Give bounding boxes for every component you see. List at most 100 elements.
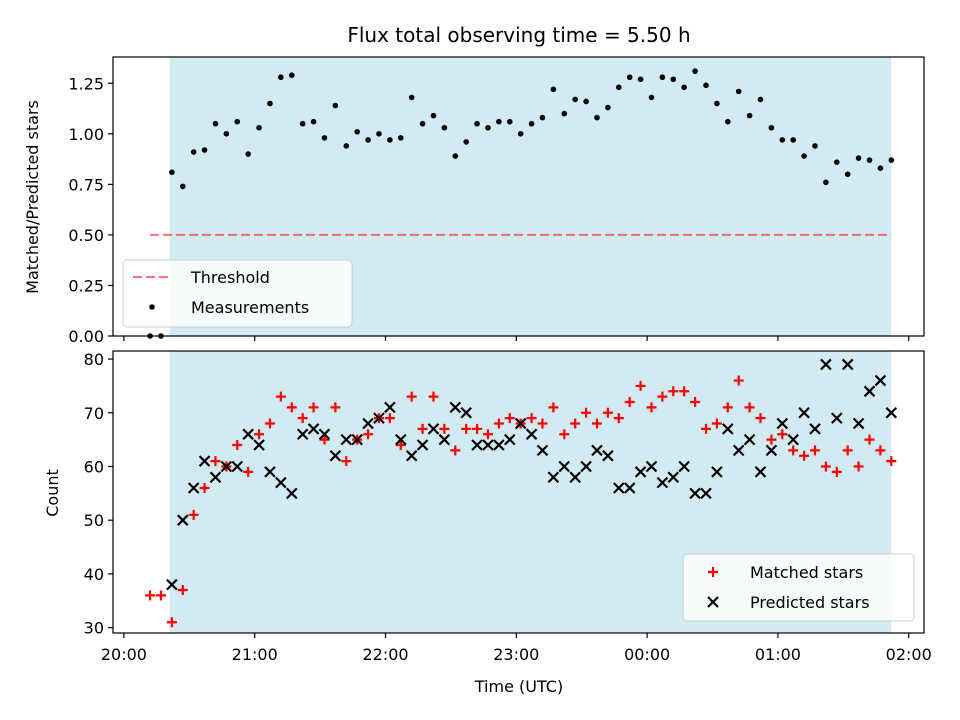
bottom-x-point bbox=[504, 433, 516, 446]
bottom-x-point bbox=[460, 406, 472, 419]
bottom-plus-point bbox=[864, 434, 875, 445]
top-dot-point bbox=[267, 100, 273, 107]
top-dot-point bbox=[637, 76, 644, 83]
top-dot-point bbox=[452, 153, 459, 159]
bottom-x-point bbox=[820, 358, 832, 371]
bottom-x-point bbox=[732, 444, 745, 457]
bottom-x-point bbox=[863, 385, 876, 398]
bottom-x-point bbox=[580, 460, 592, 473]
top-dot-point bbox=[179, 183, 186, 190]
bottom-ytick-label: 70 bbox=[84, 404, 104, 423]
top-ytick-label: 1.25 bbox=[68, 74, 104, 93]
bottom-chart: 30 40 50 60 70 80 20:00 21:00 22:00 23:00 00:00 01:… bbox=[84, 350, 932, 664]
bottom-x-point bbox=[700, 487, 712, 500]
top-dot-point bbox=[485, 124, 491, 131]
bottom-plus-point bbox=[243, 466, 254, 477]
bottom-plus-point bbox=[166, 617, 177, 628]
bottom-plus-point bbox=[635, 380, 646, 391]
top-dot-point bbox=[594, 114, 600, 121]
bottom-legend bbox=[682, 553, 915, 622]
bottom-plus-point bbox=[472, 423, 483, 434]
bottom-plus-point bbox=[711, 418, 722, 429]
bottom-plus-point bbox=[581, 407, 592, 418]
top-dot-point bbox=[648, 94, 655, 101]
top-dot-point bbox=[169, 169, 175, 176]
bottom-xtick-label: 21:00 bbox=[232, 645, 278, 664]
bottom-x-point bbox=[384, 401, 396, 414]
bottom-x-point bbox=[547, 471, 560, 484]
bottom-x-point bbox=[220, 460, 233, 473]
bottom-plus-point bbox=[690, 397, 701, 408]
top-ytick-label: 0.75 bbox=[68, 175, 104, 194]
bottom-x-point bbox=[438, 433, 451, 446]
top-dot-point bbox=[572, 96, 578, 103]
bottom-x-point bbox=[645, 460, 658, 473]
top-dot-point bbox=[201, 147, 208, 153]
bottom-plus-point bbox=[493, 418, 504, 429]
top-dot-point bbox=[888, 157, 895, 163]
legend-matched-swatch bbox=[708, 567, 718, 577]
bottom-plus-point bbox=[155, 590, 166, 601]
top-dot-point bbox=[746, 112, 753, 119]
top-dot-point bbox=[354, 129, 360, 135]
bottom-x-point bbox=[634, 466, 647, 478]
top-dot-point bbox=[332, 102, 339, 109]
bottom-plus-point bbox=[308, 402, 319, 413]
bottom-plus-point bbox=[559, 429, 570, 440]
bottom-plus-point bbox=[439, 423, 450, 434]
bottom-x-point bbox=[253, 439, 265, 451]
top-dot-point bbox=[550, 86, 557, 93]
bottom-xtick-label: 00:00 bbox=[624, 645, 670, 664]
top-dot-point bbox=[528, 120, 535, 127]
bottom-x-point bbox=[198, 455, 211, 467]
bottom-ytick-label: 40 bbox=[84, 565, 104, 584]
bottom-chart-xlabel: Time (UTC) bbox=[474, 677, 563, 696]
bottom-plus-point bbox=[254, 429, 265, 440]
bottom-x-point bbox=[449, 401, 462, 414]
bottom-x-point bbox=[318, 428, 331, 441]
bottom-x-point bbox=[482, 439, 494, 451]
top-dot-point bbox=[190, 149, 197, 155]
bottom-plus-point bbox=[417, 423, 428, 434]
bottom-x-point bbox=[373, 412, 385, 424]
bottom-x-point bbox=[558, 460, 571, 473]
bottom-x-point bbox=[798, 406, 810, 419]
bottom-plus-point bbox=[145, 590, 156, 601]
bottom-plus-point bbox=[384, 413, 395, 424]
top-dot-point bbox=[430, 112, 437, 119]
bottom-xtick-label: 22:00 bbox=[362, 645, 408, 664]
bottom-x-point bbox=[831, 412, 843, 424]
bottom-plus-point bbox=[482, 429, 493, 440]
bottom-x-point bbox=[394, 433, 407, 446]
top-dot-point bbox=[419, 120, 426, 127]
top-dot-point bbox=[376, 131, 382, 137]
bottom-axes-frame bbox=[112, 350, 925, 634]
bottom-x-point bbox=[787, 433, 799, 446]
top-dot-point bbox=[801, 153, 807, 159]
bottom-plus-point bbox=[591, 418, 602, 429]
top-ytick-label: 0.25 bbox=[68, 276, 104, 295]
bottom-plus-point bbox=[264, 418, 275, 429]
bottom-plus-point bbox=[777, 429, 788, 440]
top-dot-point bbox=[790, 137, 796, 143]
bottom-plus-point bbox=[853, 461, 864, 472]
bottom-plus-point bbox=[809, 445, 820, 456]
bottom-x-point bbox=[275, 476, 287, 489]
top-dot-point bbox=[299, 120, 306, 127]
bottom-plus-point bbox=[341, 456, 352, 467]
top-dot-point bbox=[605, 104, 611, 111]
top-dot-point bbox=[463, 139, 469, 145]
bottom-x-point bbox=[307, 423, 320, 435]
top-ytick-label: 1.00 bbox=[68, 125, 104, 144]
bottom-x-point bbox=[405, 449, 418, 462]
bottom-plus-point bbox=[406, 391, 417, 402]
top-dot-point bbox=[539, 114, 546, 121]
bottom-x-point bbox=[340, 433, 353, 446]
bottom-x-point bbox=[667, 471, 680, 484]
bottom-plus-point bbox=[188, 509, 199, 520]
top-dot-point bbox=[496, 118, 502, 125]
bottom-ytick-label: 60 bbox=[84, 457, 104, 476]
top-chart-ylabel: Matched/Predicted stars bbox=[23, 100, 42, 294]
bottom-x-point bbox=[187, 482, 200, 494]
bottom-x-point bbox=[416, 439, 429, 451]
